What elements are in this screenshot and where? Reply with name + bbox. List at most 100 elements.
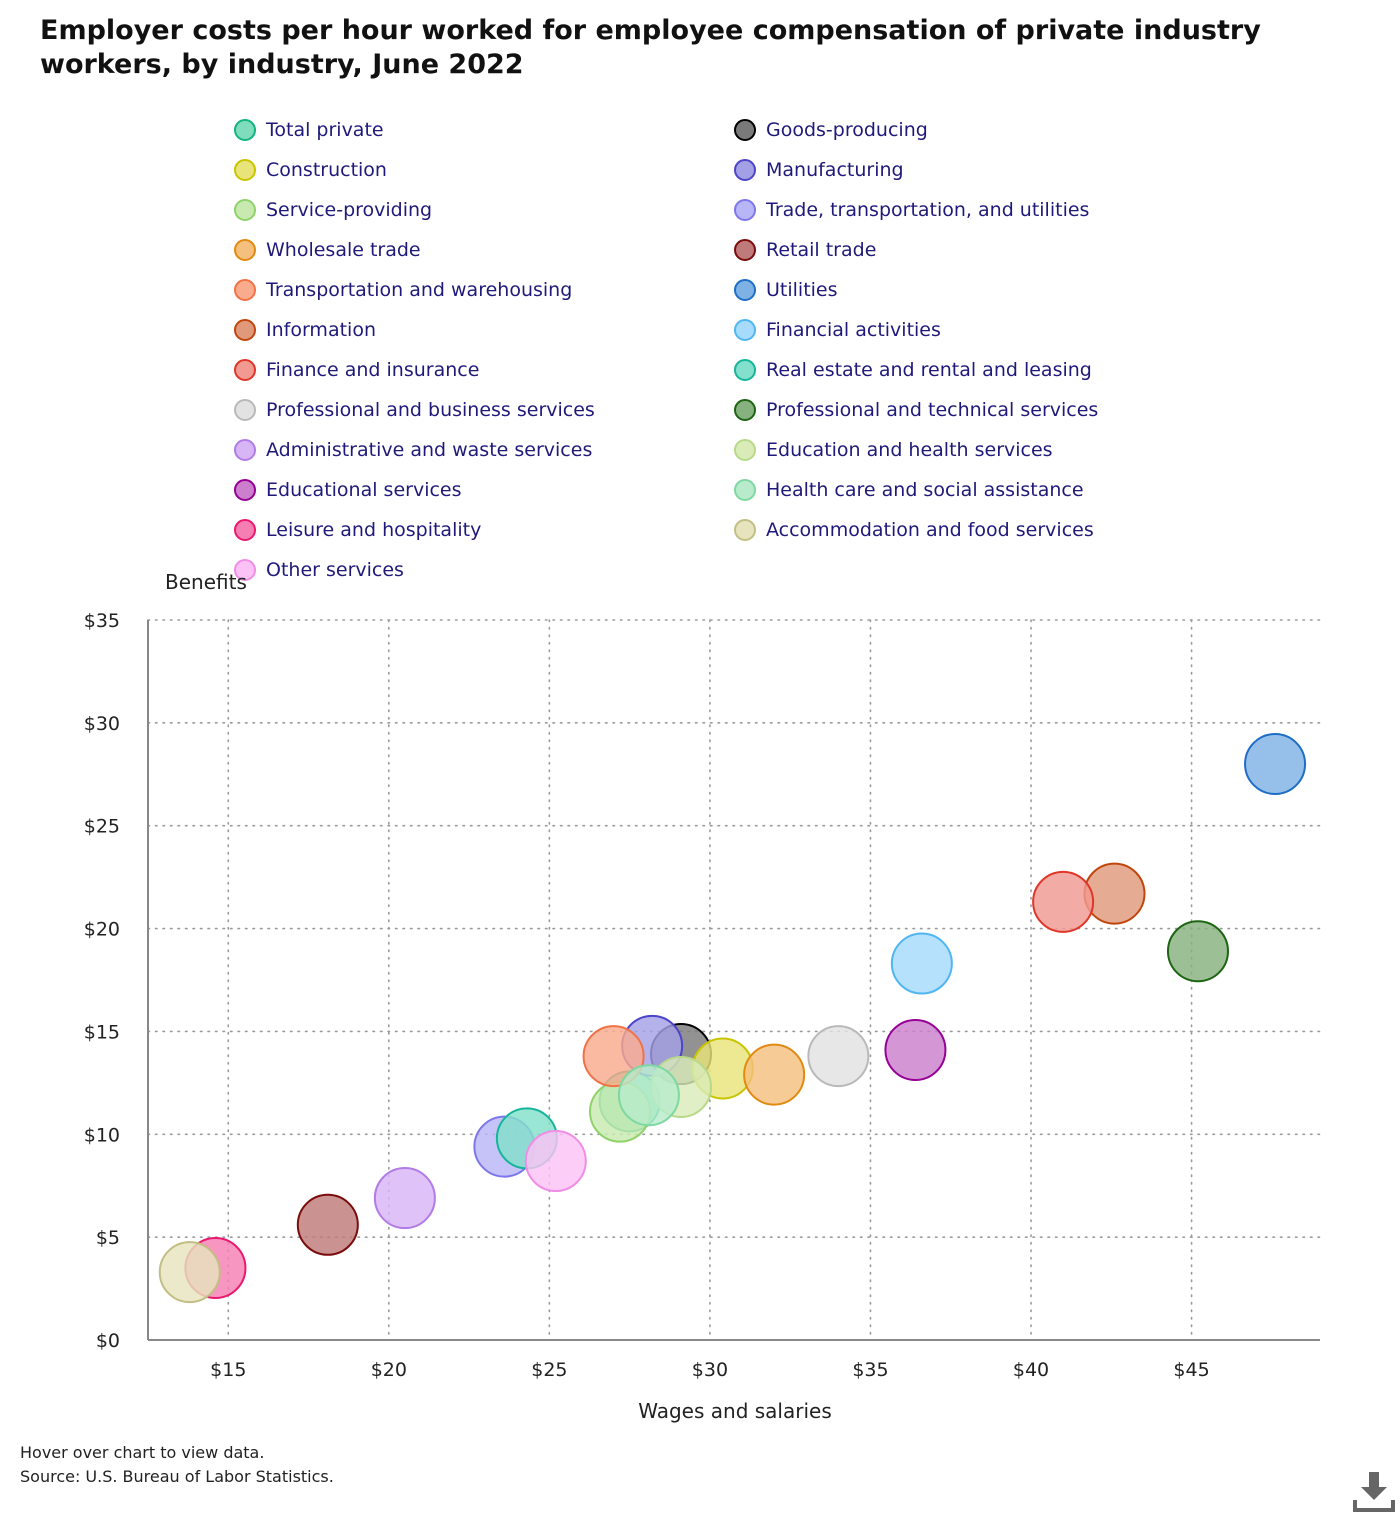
x-tick-label: $15 — [210, 1359, 246, 1381]
point-financial-activities[interactable] — [890, 932, 953, 995]
legend-item-utilities[interactable]: Utilities — [734, 276, 838, 304]
y-tick-label: $10 — [84, 1124, 120, 1146]
legend-item-manufacturing[interactable]: Manufacturing — [734, 156, 904, 184]
legend-label: Accommodation and food services — [766, 519, 1094, 541]
legend-item-wholesale-trade[interactable]: Wholesale trade — [234, 236, 421, 264]
legend-swatch — [234, 119, 256, 141]
legend-swatch — [234, 399, 256, 421]
legend-item-finance-and-insurance[interactable]: Finance and insurance — [234, 356, 479, 384]
legend-swatch — [234, 519, 256, 541]
legend-item-education-and-health-services[interactable]: Education and health services — [734, 436, 1053, 464]
legend-swatch — [234, 159, 256, 181]
legend-swatch — [234, 239, 256, 261]
y-tick-label: $25 — [84, 816, 120, 838]
legend-label: Service-providing — [266, 199, 433, 221]
legend-label: Financial activities — [766, 319, 941, 341]
point-transportation-and-warehousing[interactable] — [582, 1025, 645, 1088]
legend-item-financial-activities[interactable]: Financial activities — [734, 316, 941, 344]
legend-label: Construction — [266, 159, 387, 181]
legend-item-goods-producing[interactable]: Goods-producing — [734, 116, 928, 144]
legend-item-transportation-and-warehousing[interactable]: Transportation and warehousing — [234, 276, 572, 304]
legend-swatch — [734, 319, 756, 341]
legend-item-leisure-and-hospitality[interactable]: Leisure and hospitality — [234, 516, 481, 544]
legend-item-other-services[interactable]: Other services — [234, 556, 404, 584]
legend-item-trade-transportation-and-utilities[interactable]: Trade, transportation, and utilities — [734, 196, 1089, 224]
legend-label: Administrative and waste services — [266, 439, 593, 461]
legend-swatch — [234, 559, 256, 581]
point-professional-and-business-services[interactable] — [807, 1025, 870, 1088]
legend-swatch — [234, 319, 256, 341]
point-utilities[interactable] — [1244, 733, 1307, 795]
x-tick-label: $35 — [852, 1359, 888, 1381]
legend-label: Professional and technical services — [766, 399, 1099, 421]
tick-labels: $0 $5 $10 $15 $20 $25 $30 $35 $15 $20 $25 $30 $35 $40… — [84, 610, 1210, 1381]
legend-item-health-care-and-social-assistance[interactable]: Health care and social assistance — [734, 476, 1084, 504]
y-tick-label: $30 — [84, 713, 120, 735]
legend-swatch — [734, 439, 756, 461]
legend-item-professional-and-technical-services[interactable]: Professional and technical services — [734, 396, 1098, 424]
point-retail-trade[interactable] — [296, 1193, 359, 1256]
x-tick-label: $25 — [531, 1359, 567, 1381]
legend-label: Other services — [266, 559, 404, 581]
legend-item-construction[interactable]: Construction — [234, 156, 387, 184]
point-administrative-and-waste-services[interactable] — [373, 1167, 436, 1230]
legend-swatch — [734, 119, 756, 141]
legend-item-retail-trade[interactable]: Retail trade — [734, 236, 876, 264]
legend-item-accommodation-and-food-services[interactable]: Accommodation and food services — [734, 516, 1094, 544]
point-educational-services[interactable] — [884, 1018, 947, 1081]
point-professional-and-technical-services[interactable] — [1166, 920, 1229, 983]
y-tick-label: $15 — [84, 1021, 120, 1043]
legend-swatch — [734, 399, 756, 421]
legend-item-service-providing[interactable]: Service-providing — [234, 196, 432, 224]
legend-swatch — [234, 479, 256, 501]
legend-item-total-private[interactable]: Total private — [234, 116, 384, 144]
legend-item-real-estate-and-rental-and-leasing[interactable]: Real estate and rental and leasing — [734, 356, 1092, 384]
legend-item-educational-services[interactable]: Educational services — [234, 476, 462, 504]
legend-swatch — [734, 199, 756, 221]
legend-label: Trade, transportation, and utilities — [766, 199, 1090, 221]
legend-swatch — [734, 239, 756, 261]
point-information[interactable] — [1083, 862, 1146, 925]
legend-swatch — [234, 359, 256, 381]
data-points — [158, 733, 1307, 1304]
legend-label: Education and health services — [766, 439, 1053, 461]
legend-label: Transportation and warehousing — [266, 279, 573, 301]
legend-label: Finance and insurance — [266, 359, 480, 381]
point-health-care-and-social-assistance[interactable] — [617, 1064, 680, 1127]
legend-label: Goods-producing — [766, 119, 928, 141]
legend-label: Information — [266, 319, 376, 341]
point-accommodation-and-food-services[interactable] — [158, 1241, 221, 1304]
download-icon — [1353, 1472, 1395, 1512]
footer-source: Source: U.S. Bureau of Labor Statistics. — [20, 1467, 334, 1486]
x-axis-title: Wages and salaries — [638, 1399, 832, 1423]
footer-note: Hover over chart to view data. — [20, 1443, 265, 1462]
download-button[interactable] — [1352, 1470, 1396, 1514]
point-wholesale-trade[interactable] — [743, 1043, 806, 1106]
legend-swatch — [734, 159, 756, 181]
legend-label: Real estate and rental and leasing — [766, 359, 1092, 381]
legend-label: Manufacturing — [766, 159, 904, 181]
legend-label: Total private — [266, 119, 384, 141]
legend-item-administrative-and-waste-services[interactable]: Administrative and waste services — [234, 436, 592, 464]
legend-item-information[interactable]: Information — [234, 316, 376, 344]
scatter-plot[interactable]: $0 $5 $10 $15 $20 $25 $30 $35 $15 $20 $25 $30 $35 $40… — [0, 0, 1400, 1440]
legend-label: Educational services — [266, 479, 462, 501]
x-tick-label: $20 — [371, 1359, 407, 1381]
legend-swatch — [734, 519, 756, 541]
legend-label: Leisure and hospitality — [266, 519, 482, 541]
chart-title: Employer costs per hour worked for emplo… — [40, 15, 1261, 80]
legend-swatch — [734, 359, 756, 381]
legend-label: Health care and social assistance — [766, 479, 1084, 501]
legend-swatch — [234, 279, 256, 301]
point-other-services[interactable] — [524, 1130, 587, 1193]
legend-label: Wholesale trade — [266, 239, 421, 261]
legend-label: Utilities — [766, 279, 838, 301]
x-tick-label: $30 — [692, 1359, 728, 1381]
y-axis-title: Benefits — [165, 570, 247, 594]
legend-item-professional-and-business-services[interactable]: Professional and business services — [234, 396, 595, 424]
legend-swatch — [734, 479, 756, 501]
point-finance-and-insurance[interactable] — [1032, 870, 1095, 933]
x-tick-label: $45 — [1173, 1359, 1209, 1381]
y-tick-label: $5 — [96, 1227, 120, 1249]
legend-label: Professional and business services — [266, 399, 595, 421]
